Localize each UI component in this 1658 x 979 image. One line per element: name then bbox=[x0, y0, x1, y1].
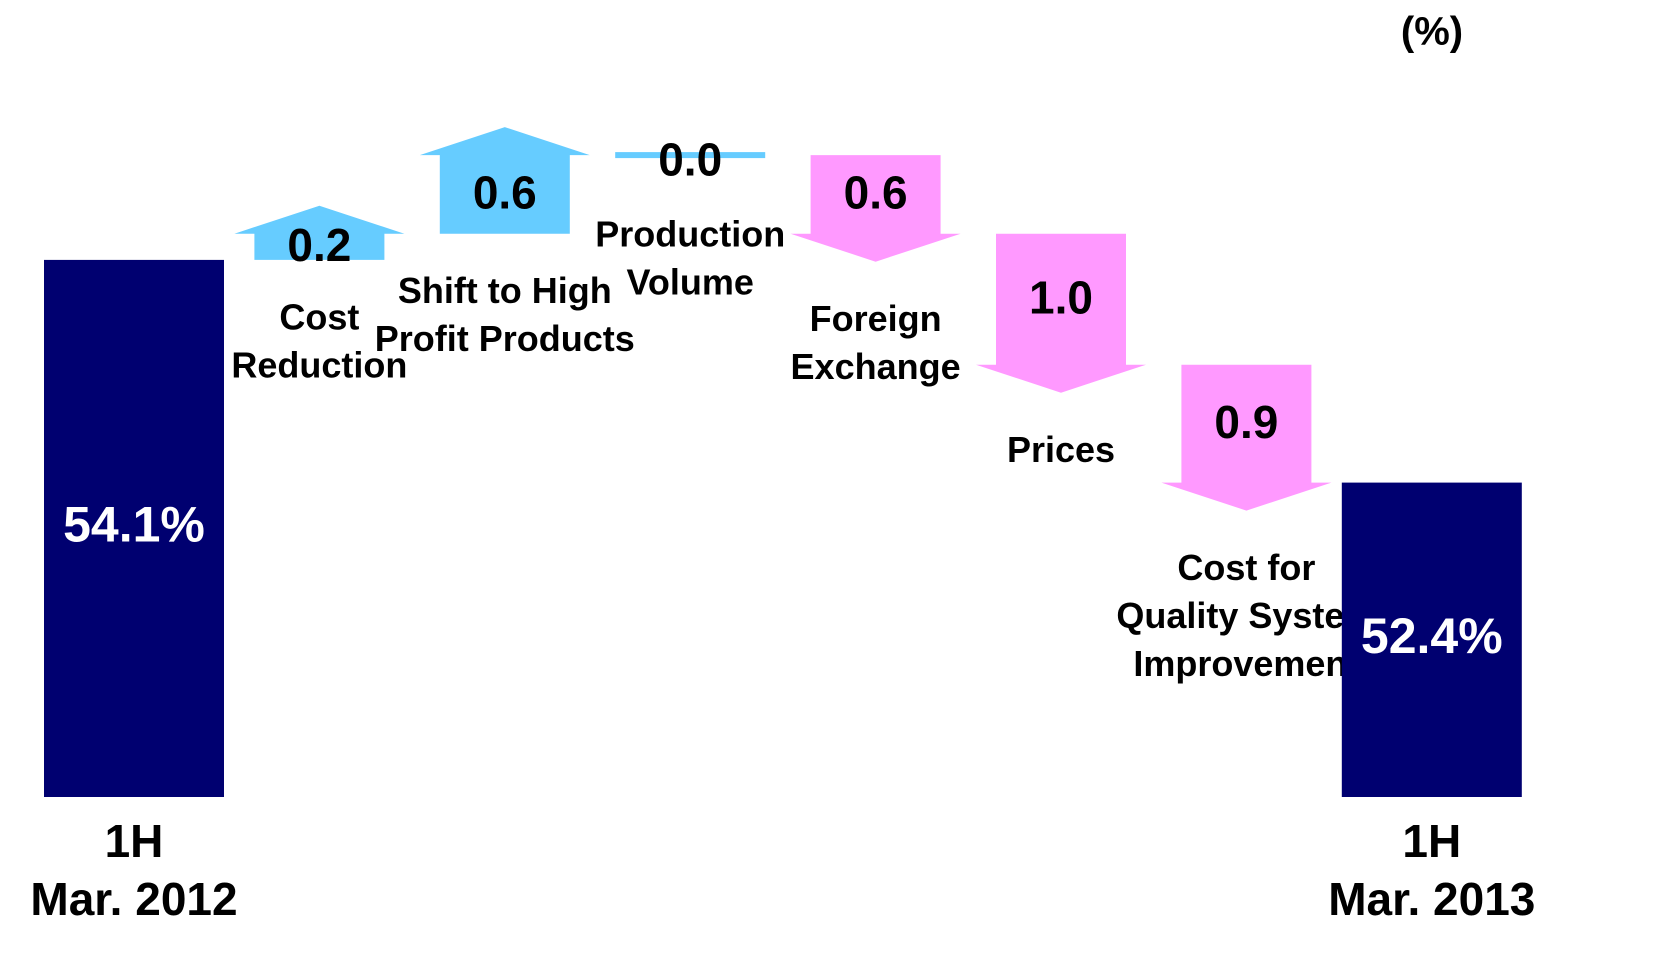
x-tick-label: Cost for bbox=[1177, 547, 1315, 588]
x-tick-label: Quality System bbox=[1116, 595, 1376, 636]
x-tick-label: Cost bbox=[279, 296, 359, 337]
value-label: 0.6 bbox=[473, 167, 537, 219]
value-label: 0.6 bbox=[844, 167, 908, 219]
value-label: 0.0 bbox=[658, 133, 722, 185]
decrease-arrow bbox=[976, 233, 1146, 393]
x-tick-label: Mar. 2013 bbox=[1328, 873, 1535, 925]
value-label: 52.4% bbox=[1361, 608, 1503, 664]
decrease-arrow bbox=[790, 155, 961, 262]
x-tick-label: 1H bbox=[105, 815, 164, 867]
x-tick-label: Shift to High bbox=[398, 270, 612, 311]
increase-arrow bbox=[419, 127, 590, 234]
x-tick-label: Profit Products bbox=[375, 318, 635, 359]
increase-arrow bbox=[234, 205, 405, 260]
decrease-arrow bbox=[1161, 364, 1332, 511]
x-tick-label: Mar. 2012 bbox=[30, 873, 237, 925]
x-tick-label: Improvement bbox=[1133, 643, 1359, 684]
x-tick-label: Prices bbox=[1007, 429, 1115, 470]
x-tick-label: Foreign bbox=[810, 298, 942, 339]
x-tick-label: Production bbox=[595, 214, 785, 255]
x-tick-label: 1H bbox=[1402, 815, 1461, 867]
x-tick-label: Reduction bbox=[231, 344, 407, 385]
step-line bbox=[615, 152, 766, 159]
total-bar bbox=[44, 259, 224, 797]
unit-label: (%) bbox=[1401, 10, 1463, 54]
value-label: 1.0 bbox=[1029, 271, 1093, 323]
x-tick-label: Exchange bbox=[791, 346, 961, 387]
value-label: 54.1% bbox=[63, 497, 205, 553]
value-label: 0.9 bbox=[1214, 396, 1278, 448]
x-tick-label: Volume bbox=[627, 262, 754, 303]
value-label: 0.2 bbox=[287, 219, 351, 271]
total-bar bbox=[1341, 482, 1522, 797]
